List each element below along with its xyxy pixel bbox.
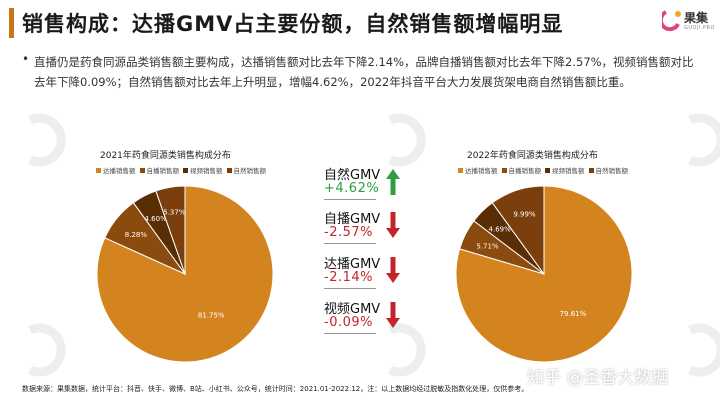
arrow-up-icon xyxy=(386,169,400,195)
pie-data-label: 5.37% xyxy=(163,209,186,217)
change-value-video: -0.09% xyxy=(324,315,373,330)
pie-2021-title: 2021年药食同源类销售构成分布 xyxy=(100,151,231,161)
pie-chart-2022: 79.61% 5.71% 4.69%9.99% xyxy=(455,185,633,363)
change-value-zibo: -2.57% xyxy=(324,225,373,240)
pie-data-label: 5.71% xyxy=(476,242,499,250)
legend-item: 达播销售额 xyxy=(96,165,136,175)
change-label-zibo: 自播GMV xyxy=(324,212,381,227)
arrow-down-icon xyxy=(386,257,400,283)
pie-2022-title: 2022年药食同源类销售构成分布 xyxy=(467,151,598,161)
title-accent-bar xyxy=(9,8,14,38)
legend-item: 视频销售额 xyxy=(545,165,585,175)
guoji-logo-icon xyxy=(662,10,681,32)
logo-subtext: GUOJI.PRO xyxy=(684,25,715,31)
pie-data-label: 9.99% xyxy=(513,211,536,219)
change-underline xyxy=(324,199,376,200)
summary-bullet: • xyxy=(22,52,30,66)
legend-item: 达播销售额 xyxy=(458,165,498,175)
legend-item: 自播销售额 xyxy=(139,165,179,175)
pie-data-label: 79.61% xyxy=(560,310,587,318)
pie-data-label: 4.60% xyxy=(145,215,168,223)
arrow-down-icon xyxy=(386,302,400,328)
legend-item: 视频销售额 xyxy=(183,165,223,175)
change-label-natural: 自然GMV xyxy=(324,168,381,183)
legend-item: 自然销售额 xyxy=(588,165,628,175)
summary-paragraph: 直播仍是药食同源品类销售额主要构成，达播销售额对比去年下降2.14%，品牌自播销… xyxy=(34,55,694,89)
change-label-video: 视频GMV xyxy=(324,302,381,317)
pie-data-label: 8.28% xyxy=(125,231,148,239)
legend-item: 自然销售额 xyxy=(226,165,266,175)
pie-2021-legend: 达播销售额 自播销售额 视频销售额 自然销售额 xyxy=(96,165,266,175)
legend-item: 自播销售额 xyxy=(501,165,541,175)
page-title: 销售构成：达播GMV占主要份额，自然销售额增幅明显 xyxy=(22,12,564,36)
change-underline xyxy=(324,288,376,289)
change-underline xyxy=(324,243,376,244)
footer-source-note: 数据来源：果集数据，统计平台：抖音、快手、微博、B站、小红书、公众号，统计时间：… xyxy=(22,385,529,393)
change-value-daibo: -2.14% xyxy=(324,270,373,285)
pie-2022-legend: 达播销售额 自播销售额 视频销售额 自然销售额 xyxy=(458,165,628,175)
pie-chart-2021: 81.75% 8.28% 4.60%5.37% xyxy=(96,185,274,363)
change-label-daibo: 达播GMV xyxy=(324,257,381,272)
pie-data-label: 81.75% xyxy=(198,312,225,320)
logo-text: 果集 xyxy=(684,11,709,25)
zhihu-watermark: 知乎 @圣香大数据 xyxy=(527,368,669,388)
arrow-down-icon xyxy=(386,212,400,238)
slice-natural xyxy=(491,185,545,276)
change-underline xyxy=(324,333,376,334)
change-value-natural: +4.62% xyxy=(324,181,380,196)
pie-data-label: 4.69% xyxy=(489,226,512,234)
slice-natural xyxy=(155,185,186,275)
